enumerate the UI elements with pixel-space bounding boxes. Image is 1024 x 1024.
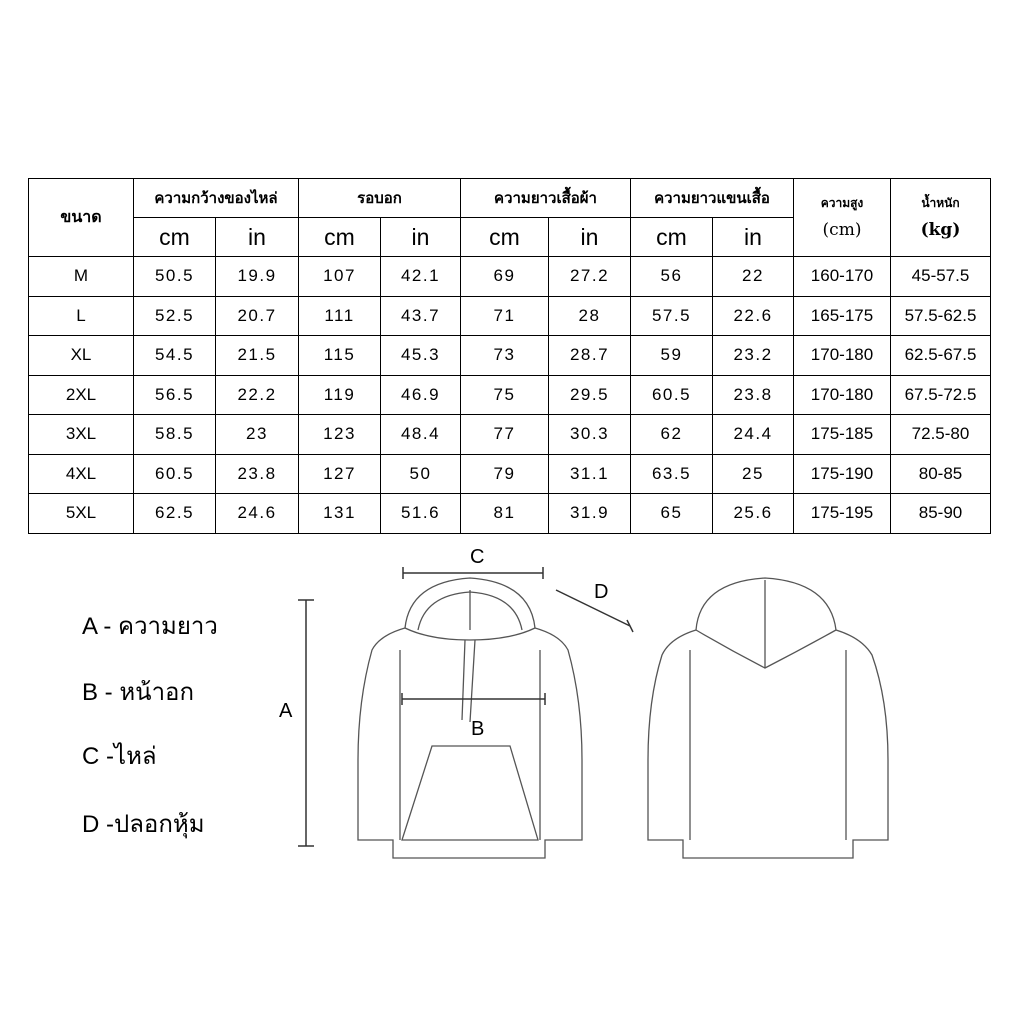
table-row: 3XL 58.5 23 123 48.4 77 30.3 62 24.4 175-185 72.5-…: [28, 414, 991, 455]
measure-lines: [298, 567, 634, 847]
value-cell: 175-195: [793, 493, 891, 534]
shoulder-header: ความกว้างของไหล่: [133, 178, 299, 218]
value-cell: 45-57.5: [890, 256, 991, 297]
value-cell: 107: [298, 256, 381, 297]
value-cell: 160-170: [793, 256, 891, 297]
unit-header: cm: [630, 217, 713, 257]
value-cell: 22.6: [712, 295, 794, 336]
value-cell: 119: [298, 374, 381, 415]
value-cell: 27.2: [548, 256, 631, 297]
value-cell: 81: [460, 493, 549, 534]
unit-header: in: [215, 217, 299, 257]
value-cell: 57.5: [630, 295, 713, 336]
weight-label: น้ำหนัก: [921, 196, 960, 210]
front-hoodie-drawing: [357, 577, 583, 859]
value-cell: 72.5-80: [890, 414, 991, 455]
value-cell: 75: [460, 374, 549, 415]
value-cell: 56: [630, 256, 713, 297]
size-cell: 5XL: [28, 493, 134, 534]
value-cell: 28.7: [548, 335, 631, 376]
table-row: L 52.5 20.7 111 43.7 71 28 57.5 22.6 165-175 57.5-…: [28, 295, 991, 336]
value-cell: 65: [630, 493, 713, 534]
value-cell: 60.5: [630, 374, 713, 415]
unit-header: cm: [298, 217, 381, 257]
height-unit: (cm): [822, 220, 862, 240]
value-cell: 23.8: [712, 374, 794, 415]
value-cell: 19.9: [215, 256, 299, 297]
size-header: ขนาด: [28, 178, 134, 257]
value-cell: 60.5: [133, 453, 216, 494]
value-cell: 58.5: [133, 414, 216, 455]
size-chart-table: ขนาด ความกว้างของไหล่ รอบอก ความยาวเสื้อ…: [28, 178, 991, 534]
size-cell: XL: [28, 335, 134, 376]
label-b: B: [471, 718, 485, 740]
value-cell: 25: [712, 453, 794, 494]
value-cell: 51.6: [380, 493, 461, 534]
value-cell: 175-190: [793, 453, 891, 494]
value-cell: 20.7: [215, 295, 299, 336]
value-cell: 28: [548, 295, 631, 336]
value-cell: 165-175: [793, 295, 891, 336]
value-cell: 29.5: [548, 374, 631, 415]
unit-header: in: [548, 217, 631, 257]
value-cell: 23.8: [215, 453, 299, 494]
value-cell: 22.2: [215, 374, 299, 415]
legend-d: D -ปลอกหุ้ม: [82, 811, 205, 838]
value-cell: 127: [298, 453, 381, 494]
unit-header: cm: [460, 217, 549, 257]
value-cell: 175-185: [793, 414, 891, 455]
weight-unit: (kg): [920, 220, 961, 240]
legend-b: B - หน้าอก: [82, 679, 194, 706]
value-cell: 46.9: [380, 374, 461, 415]
legend-a: A - ความยาว: [82, 613, 218, 640]
value-cell: 48.4: [380, 414, 461, 455]
value-cell: 50.5: [133, 256, 216, 297]
value-cell: 57.5-62.5: [890, 295, 991, 336]
value-cell: 24.6: [215, 493, 299, 534]
value-cell: 23.2: [712, 335, 794, 376]
value-cell: 62.5-67.5: [890, 335, 991, 376]
weight-header: น้ำหนัก (kg): [890, 178, 991, 257]
unit-header: in: [712, 217, 794, 257]
label-a: A: [279, 700, 293, 722]
value-cell: 25.6: [712, 493, 794, 534]
value-cell: 85-90: [890, 493, 991, 534]
value-cell: 54.5: [133, 335, 216, 376]
label-d: D: [594, 581, 609, 603]
value-cell: 23: [215, 414, 299, 455]
back-hoodie-drawing: [647, 577, 889, 859]
size-cell: M: [28, 256, 134, 297]
value-cell: 71: [460, 295, 549, 336]
value-cell: 79: [460, 453, 549, 494]
unit-header: cm: [133, 217, 216, 257]
height-label: ความสูง: [820, 196, 864, 210]
table-row: 4XL 60.5 23.8 127 50 79 31.1 63.5 25 175-190 80-85: [28, 453, 991, 494]
table-row: 5XL 62.5 24.6 131 51.6 81 31.9 65 25.6 175-195 85-…: [28, 493, 991, 534]
value-cell: 63.5: [630, 453, 713, 494]
label-c: C: [470, 546, 485, 568]
value-cell: 30.3: [548, 414, 631, 455]
table-row: 2XL 56.5 22.2 119 46.9 75 29.5 60.5 23.8 170-180 6…: [28, 374, 991, 415]
length-header: ความยาวเสื้อผ้า: [460, 178, 631, 218]
value-cell: 52.5: [133, 295, 216, 336]
value-cell: 131: [298, 493, 381, 534]
value-cell: 123: [298, 414, 381, 455]
value-cell: 43.7: [380, 295, 461, 336]
size-cell: 4XL: [28, 453, 134, 494]
value-cell: 56.5: [133, 374, 216, 415]
value-cell: 31.9: [548, 493, 631, 534]
size-cell: 3XL: [28, 414, 134, 455]
table-row: M 50.5 19.9 107 42.1 69 27.2 56 22 160-170 45-57.5: [28, 256, 991, 297]
legend-c: C -ไหล่: [82, 743, 157, 770]
table-row: XL 54.5 21.5 115 45.3 73 28.7 59 23.2 170-180 62.5…: [28, 335, 991, 376]
unit-header: in: [380, 217, 461, 257]
value-cell: 170-180: [793, 335, 891, 376]
